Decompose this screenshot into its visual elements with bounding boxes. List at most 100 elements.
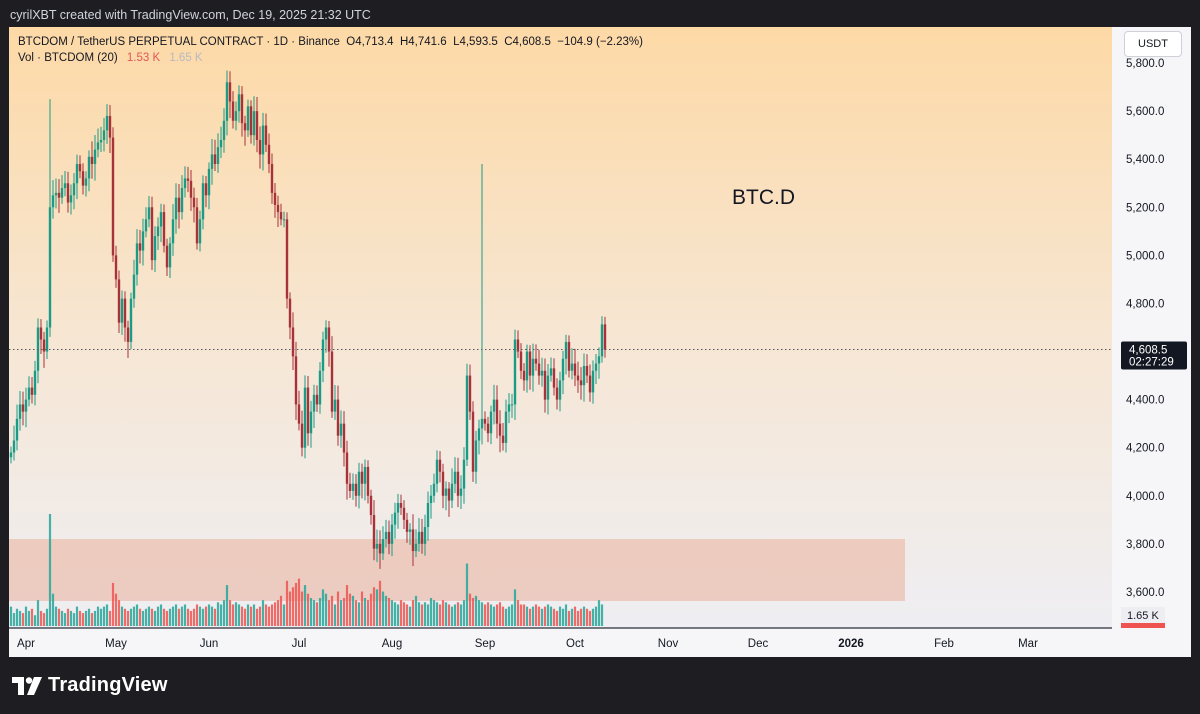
candle-body (486, 423, 490, 434)
candle (255, 96, 259, 153)
candle-body (153, 236, 157, 261)
volume-bar (90, 613, 94, 626)
candle-body (69, 195, 73, 203)
candle-body (570, 363, 574, 371)
volume-indicator-label[interactable]: Vol · BTCDOM (20) (18, 52, 118, 64)
volume-bar (435, 602, 439, 626)
legend-low: L4,593.5 (453, 36, 498, 48)
candle-body (279, 212, 283, 220)
candle (9, 446, 13, 464)
candle-body (123, 298, 127, 328)
candle (246, 99, 250, 137)
candle-body (81, 171, 85, 186)
candle (348, 472, 352, 498)
candle (357, 462, 361, 509)
candle-body (63, 183, 67, 189)
candle (399, 494, 403, 516)
candle (474, 430, 478, 484)
volume-bar (438, 604, 442, 626)
candle (546, 364, 550, 415)
volume-bar (54, 606, 58, 626)
candle-body (315, 394, 319, 405)
candle (165, 238, 169, 277)
legend-open: O4,713.4 (346, 36, 394, 48)
volume-bar (234, 602, 238, 626)
candle (381, 526, 385, 560)
candle-body (303, 387, 307, 448)
candle (18, 390, 22, 431)
candle-body (282, 219, 286, 221)
volume-bar (216, 602, 220, 626)
candle-body (141, 231, 145, 251)
candle-body (72, 183, 76, 196)
volume-bar (471, 598, 475, 626)
candle (495, 385, 499, 439)
time-scale-background[interactable] (9, 628, 1112, 657)
candle (105, 104, 109, 144)
candle-body (186, 178, 190, 181)
volume-bar (432, 600, 436, 626)
candle-body (18, 404, 22, 419)
volume-bar (501, 606, 505, 626)
candle (102, 117, 106, 152)
volume-bar (333, 604, 337, 626)
candle (15, 404, 19, 451)
candle-body (420, 531, 424, 544)
candle-body (168, 243, 172, 268)
candle (369, 489, 373, 525)
candle (375, 529, 379, 563)
candle (156, 217, 160, 250)
volume-bar (138, 608, 142, 626)
volume-bar (114, 593, 118, 626)
price-chart[interactable]: BTC.D 5,800.0 5,600.0 5,400.0 5,200.0 5,000.… (9, 27, 1191, 657)
candle (573, 348, 577, 387)
candle-body (432, 483, 436, 496)
candle-body (405, 519, 409, 532)
volume-bar (558, 606, 562, 626)
candle (423, 514, 427, 556)
candle (204, 176, 208, 208)
volume-bar (495, 604, 499, 626)
candle-body (462, 459, 466, 489)
candle (270, 153, 274, 204)
symbol-description[interactable]: BTCDOM / TetherUS PERPETUAL CONTRACT · 1… (18, 36, 340, 48)
candle (282, 211, 286, 228)
candle-body (252, 111, 256, 136)
x-tick-label: Mar (1018, 638, 1038, 650)
candle-body (39, 327, 43, 340)
candle (384, 519, 388, 548)
candle (153, 226, 157, 272)
tradingview-logo[interactable]: TradingView (12, 674, 168, 697)
candle (87, 150, 91, 192)
volume-bar (123, 608, 127, 626)
candle (567, 335, 571, 378)
candle (201, 175, 205, 230)
candle (39, 319, 43, 354)
candle-body (591, 370, 595, 393)
candle-body (249, 106, 253, 136)
candle (243, 115, 247, 146)
candle (60, 175, 64, 204)
candle (576, 361, 580, 393)
candle-body (129, 298, 133, 342)
candle-body (387, 531, 391, 544)
chart-panel[interactable]: BTC.D 5,800.0 5,600.0 5,400.0 5,200.0 5,000.… (9, 27, 1191, 657)
candle-body (363, 466, 367, 484)
candle (12, 425, 16, 461)
volume-bar (459, 604, 463, 626)
candle (330, 336, 334, 418)
candle-body (90, 156, 94, 165)
volume-bar (300, 591, 304, 626)
volume-bar (507, 606, 511, 626)
y-tick-label: 4,200.0 (1126, 443, 1164, 455)
volume-bar (267, 606, 271, 626)
volume-bar (351, 595, 355, 626)
candle (558, 371, 562, 412)
volume-bar (525, 606, 529, 626)
candle-body (351, 483, 355, 491)
candle (234, 101, 238, 131)
currency-button[interactable]: USDT (1124, 31, 1182, 57)
candle-body (27, 387, 31, 400)
candle-body (171, 219, 175, 244)
candle (114, 245, 118, 288)
